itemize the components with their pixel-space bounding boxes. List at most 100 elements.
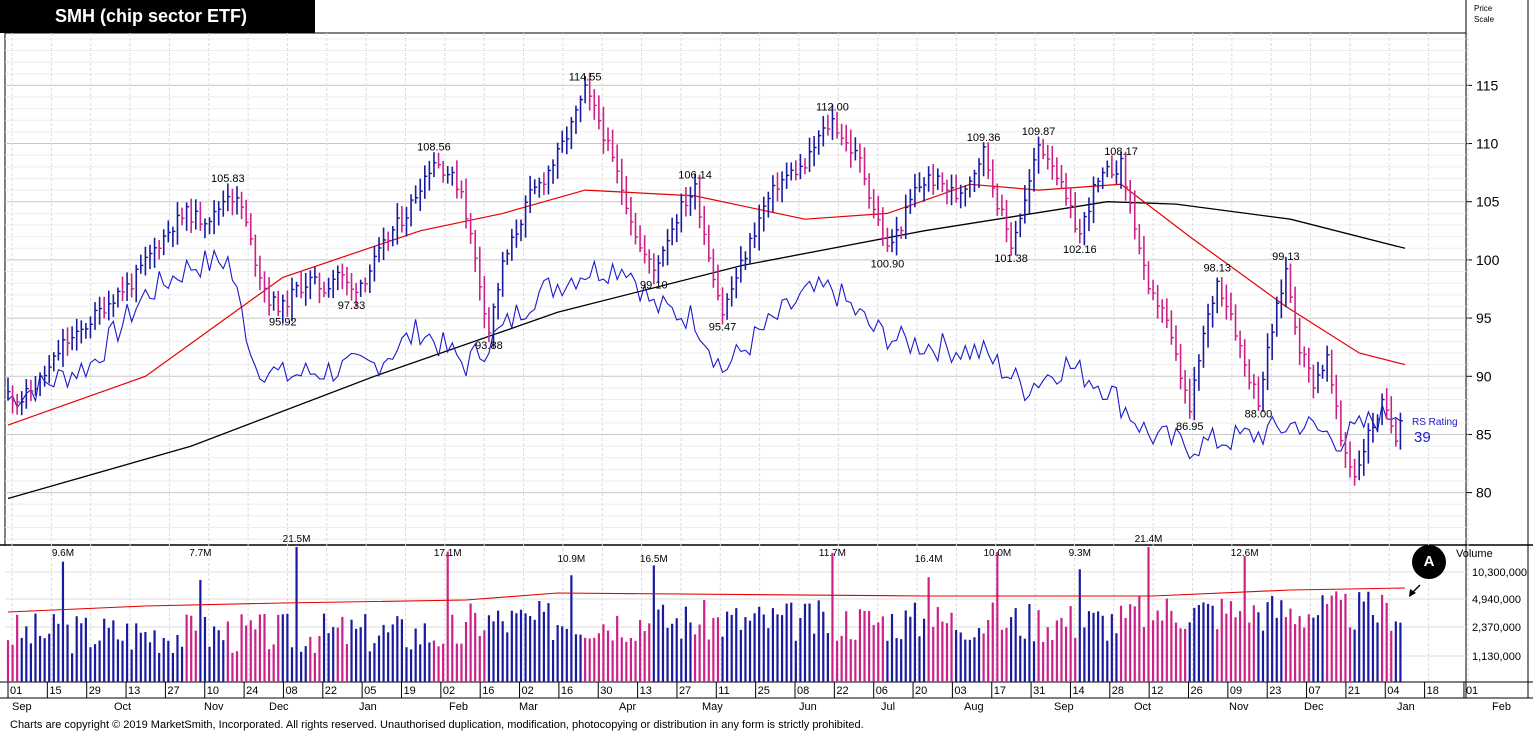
- price-label: 97.33: [338, 300, 366, 312]
- month-label: Jan: [359, 701, 377, 713]
- rs-line: [7, 248, 1401, 460]
- date-tick-label: 15: [49, 685, 61, 697]
- price-label: 108.17: [1104, 146, 1138, 158]
- volume-peak-label: 12.6M: [1231, 548, 1259, 559]
- price-label: 102.16: [1063, 244, 1097, 256]
- month-label: Mar: [519, 701, 538, 713]
- price-label: 109.36: [967, 132, 1001, 144]
- date-tick-label: 08: [285, 685, 297, 697]
- date-tick-label: 04: [1387, 685, 1399, 697]
- price-label: 95.92: [269, 316, 297, 328]
- price-label: 112.00: [816, 101, 849, 113]
- date-tick-label: 03: [954, 685, 966, 697]
- price-label: 106.14: [678, 169, 712, 181]
- month-label: Sep: [12, 701, 32, 713]
- volume-peak-label: 16.5M: [640, 554, 668, 565]
- price-label: 114.55: [569, 72, 602, 84]
- month-label: Aug: [964, 701, 984, 713]
- volume-peak-label: 16.4M: [915, 554, 943, 565]
- volume-peak-label: 21.4M: [1135, 534, 1163, 545]
- price-tick-label: 110: [1476, 136, 1499, 152]
- volume-peak-label: 21.5M: [283, 534, 311, 545]
- date-tick-label: 20: [915, 685, 927, 697]
- price-tick-label: 115: [1476, 77, 1499, 93]
- date-tick-label: 09: [1230, 685, 1242, 697]
- date-tick-label: 02: [522, 685, 534, 697]
- date-tick-label: 18: [1427, 685, 1439, 697]
- price-label: 105.83: [211, 173, 245, 185]
- date-tick-label: 22: [325, 685, 337, 697]
- date-tick-label: 02: [443, 685, 455, 697]
- volume-peak-label: 17.1M: [434, 548, 462, 559]
- price-scale-label: Scale: [1474, 15, 1495, 24]
- price-tick-label: 85: [1476, 426, 1492, 442]
- date-tick-label: 30: [600, 685, 612, 697]
- price-tick-label: 105: [1476, 194, 1500, 210]
- date-tick-label: 29: [89, 685, 101, 697]
- ma200-line: [7, 201, 1406, 500]
- price-bars: [7, 72, 1403, 486]
- month-label: Apr: [619, 701, 636, 713]
- date-tick-label: 16: [561, 685, 573, 697]
- volume-tick-label: 10,300,000: [1472, 567, 1527, 579]
- date-tick-label: 25: [758, 685, 770, 697]
- date-tick-label: 14: [1072, 685, 1084, 697]
- month-label: Oct: [114, 701, 131, 713]
- price-label: 88.00: [1245, 409, 1273, 421]
- date-tick-label: 27: [679, 685, 691, 697]
- date-tick-label: 22: [836, 685, 848, 697]
- copyright-notice: Charts are copyright © 2019 MarketSmith,…: [10, 719, 864, 731]
- month-label: Feb: [1492, 701, 1511, 713]
- month-label: Dec: [1304, 701, 1324, 713]
- volume-bars: [6, 547, 1402, 682]
- date-tick-label: 01: [1466, 685, 1478, 697]
- month-label: Nov: [1229, 701, 1249, 713]
- date-tick-label: 13: [128, 685, 140, 697]
- price-label: 93.88: [475, 340, 503, 352]
- volume-peak-label: 9.6M: [52, 548, 74, 559]
- date-tick-label: 12: [1151, 685, 1163, 697]
- date-tick-label: 06: [876, 685, 888, 697]
- date-tick-label: 08: [797, 685, 809, 697]
- volume-peak-label: 7.7M: [189, 548, 211, 559]
- month-label: Jun: [799, 701, 817, 713]
- volume-ma-line: [7, 587, 1406, 613]
- price-label: 95.47: [709, 322, 737, 334]
- date-tick-label: 31: [1033, 685, 1045, 697]
- volume-tick-label: 1,130,000: [1472, 651, 1521, 663]
- price-tick-label: 100: [1476, 252, 1500, 268]
- price-label: 99.13: [1272, 251, 1300, 263]
- month-label: Jan: [1397, 701, 1415, 713]
- month-label: Sep: [1054, 701, 1074, 713]
- price-tick-label: 95: [1476, 310, 1492, 326]
- date-tick-label: 21: [1348, 685, 1360, 697]
- price-label: 99.10: [640, 279, 668, 291]
- price-label: 98.13: [1203, 263, 1231, 275]
- price-label: 109.87: [1022, 126, 1056, 138]
- price-tick-label: 80: [1476, 485, 1492, 501]
- ma50-line: [7, 183, 1406, 426]
- price-label: 86.95: [1176, 421, 1204, 433]
- volume-tick-label: 4,940,000: [1472, 594, 1521, 606]
- volume-peak-label: 10.0M: [983, 548, 1011, 559]
- volume-axis-label: Volume: [1456, 548, 1493, 560]
- month-label: Feb: [449, 701, 468, 713]
- date-tick-label: 01: [10, 685, 22, 697]
- date-tick-label: 28: [1112, 685, 1124, 697]
- price-label: 100.90: [871, 258, 905, 270]
- volume-peak-label: 9.3M: [1069, 548, 1091, 559]
- month-label: Jul: [881, 701, 895, 713]
- volume-peak-label: 11.7M: [819, 548, 846, 559]
- date-tick-label: 27: [167, 685, 179, 697]
- date-tick-label: 17: [994, 685, 1006, 697]
- month-label: May: [702, 701, 723, 713]
- rs-rating-label: RS Rating: [1412, 417, 1458, 428]
- price-scale-label: Price: [1474, 4, 1493, 13]
- volume-tick-label: 2,370,000: [1472, 622, 1521, 634]
- volume-peak-label: 10.9M: [557, 554, 585, 565]
- date-tick-label: 10: [207, 685, 219, 697]
- price-label: 101.38: [994, 253, 1028, 265]
- date-tick-label: 24: [246, 685, 258, 697]
- date-tick-label: 26: [1191, 685, 1203, 697]
